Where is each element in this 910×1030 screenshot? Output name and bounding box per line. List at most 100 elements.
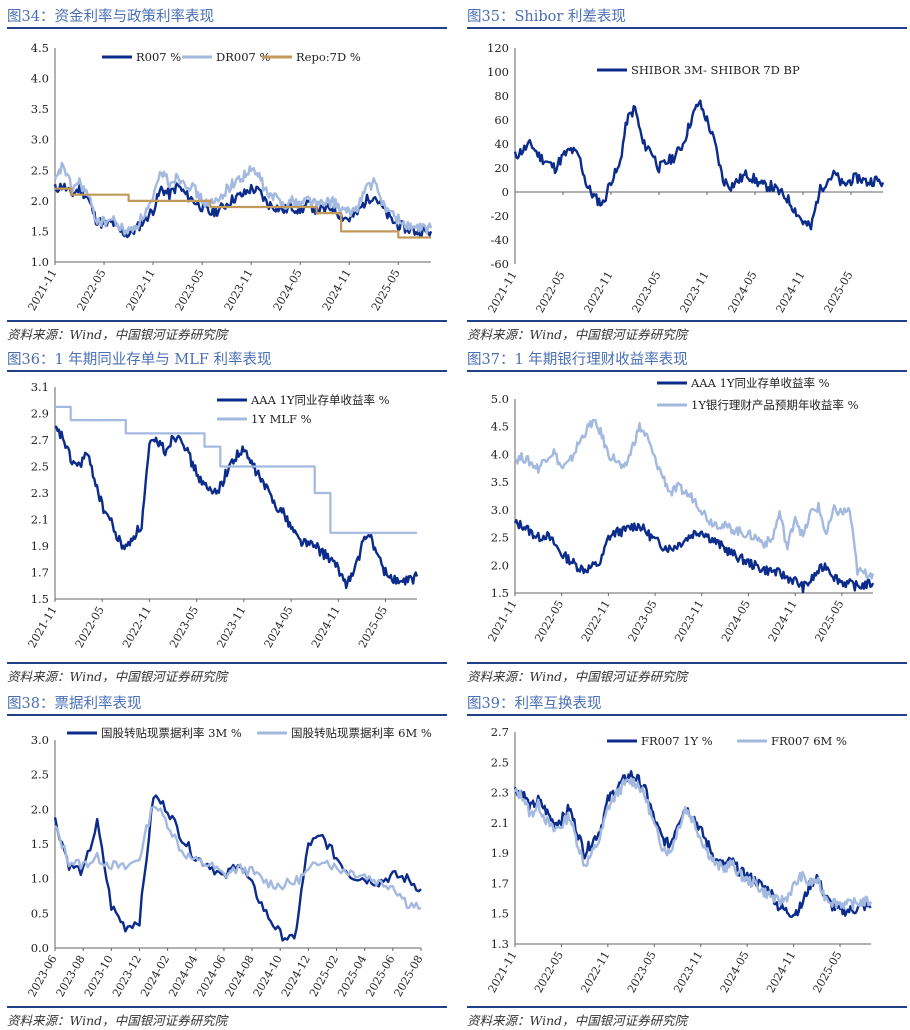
x-tick-label: 2023-11 [671, 949, 705, 995]
x-tick-label: 2024-05 [725, 269, 759, 315]
x-tick-label: 2025-05 [821, 269, 855, 315]
x-tick-label: 2022-05 [75, 267, 109, 313]
bottom-rule [467, 1006, 907, 1008]
panel-title: 图34：资金利率与政策利率表现 [7, 9, 214, 25]
legend-label: 国股转贴现票据利率 6M % [291, 726, 432, 740]
panel-title: 图38：票据利率表现 [7, 696, 142, 712]
y-tick-label: 2.5 [491, 531, 509, 545]
series-line [513, 519, 875, 594]
series-line [513, 770, 872, 918]
series-line [53, 182, 433, 239]
panel-shibor-spread: 图35：Shibor 利差表现 -60 -40 -20 0 20 40 60 80 100 120… [467, 0, 907, 343]
x-tick-label: 2025-05 [369, 267, 403, 313]
legend-label: 1Y MLF % [251, 412, 312, 426]
bottom-rule [467, 320, 907, 322]
y-tick-label: 40 [494, 137, 509, 151]
x-tick-label: 2022-11 [120, 604, 154, 650]
chart-funding-rates: 1.0 1.5 2.0 2.5 3.0 3.5 4.0 4.5 2021-11 2022-05 20… [25, 41, 433, 313]
x-tick-label: 2024-11 [773, 269, 807, 315]
series-line [55, 405, 417, 534]
title-rule [7, 714, 447, 716]
x-tick-label: 2021-11 [485, 949, 519, 995]
y-tick-label: 2.7 [491, 725, 509, 739]
y-tick-label: 3.1 [31, 380, 49, 394]
panel-title: 图39：利率互换表现 [467, 696, 602, 712]
y-tick-label: 5.0 [491, 392, 509, 406]
chart-bill-rates: 0.00.51.01.52.02.53.02023-062023-082023-… [25, 726, 432, 999]
bottom-rule [7, 662, 447, 664]
legend-label: AAA 1Y同业存单收益率 % [250, 393, 390, 407]
y-tick-label: 1.7 [31, 566, 49, 580]
y-tick-label: -60 [490, 257, 509, 271]
y-tick-label: 1.5 [491, 586, 509, 600]
y-tick-label: 80 [494, 89, 509, 103]
y-tick-label: 2.3 [491, 786, 509, 800]
y-tick-label: 3.0 [31, 133, 49, 147]
y-tick-label: 20 [494, 161, 509, 175]
y-tick-label: 1.5 [491, 907, 509, 921]
bottom-rule [467, 662, 907, 664]
y-tick-label: 4.5 [31, 41, 49, 55]
x-tick-label: 2023-05 [167, 604, 201, 650]
y-tick-label: 2.5 [31, 460, 49, 474]
x-tick-label: 2024-05 [262, 604, 296, 650]
source-note: 资料来源：Wind，中国银河证券研究院 [7, 669, 228, 684]
y-tick-label: 1.0 [31, 255, 49, 269]
panel-title: 图36：1 年期同业存单与 MLF 利率表现 [7, 352, 272, 368]
legend-label: FR007 1Y % [641, 734, 713, 748]
x-tick-label: 2024-05 [719, 598, 753, 644]
x-tick-label: 2025-05 [811, 949, 845, 995]
y-tick-label: 2.9 [31, 407, 49, 421]
y-tick-label: 2.7 [31, 433, 49, 447]
panel-irs: 图39：利率互换表现 1.3 1.5 1.7 1.9 2.1 2.3 2.5 2.7 2021-… [467, 687, 907, 1030]
y-tick-label: 2.1 [31, 513, 49, 527]
y-tick-label: 2.0 [31, 194, 49, 208]
series-line [514, 418, 875, 580]
x-tick-label: 2023-11 [672, 598, 706, 644]
chart-shibor-spread: -60 -40 -20 0 20 40 60 80 100 120 2021-11 2022-05 20… [485, 41, 885, 315]
y-tick-label: 2.0 [31, 802, 49, 816]
y-tick-label: 0 [502, 185, 509, 199]
legend-label: 1Y银行理财产品预期年收益率 % [691, 398, 859, 412]
y-tick-label: 3.0 [31, 733, 49, 747]
chart-irs: 1.3 1.5 1.7 1.9 2.1 2.3 2.5 2.7 2021-11 2022-05 20… [485, 725, 873, 995]
x-tick-label: 2021-11 [25, 604, 59, 650]
source-note: 资料来源：Wind，中国银河证券研究院 [467, 1013, 688, 1028]
x-tick-label: 2022-11 [579, 598, 613, 644]
x-tick-label: 2021-11 [485, 598, 519, 644]
legend-label: 国股转贴现票据利率 3M % [101, 726, 242, 740]
title-rule [467, 370, 907, 372]
y-tick-label: 120 [487, 41, 509, 55]
x-tick-label: 2021-11 [25, 267, 59, 313]
y-tick-label: 4.0 [31, 72, 49, 86]
x-tick-label: 2024-11 [309, 604, 343, 650]
y-tick-label: 1.9 [491, 846, 509, 860]
x-tick-label: 2023-11 [214, 604, 248, 650]
legend-label: SHIBOR 3M- SHIBOR 7D BP [631, 63, 800, 77]
y-tick-label: -20 [490, 209, 509, 223]
x-tick-label: 2023-05 [625, 949, 659, 995]
y-tick-label: -40 [490, 233, 509, 247]
x-tick-label: 2023-05 [173, 267, 207, 313]
y-tick-label: 4.0 [491, 447, 509, 461]
series-line [513, 776, 873, 911]
y-tick-label: 4.5 [491, 420, 509, 434]
y-tick-label: 100 [487, 65, 509, 79]
legend-label: R007 % [136, 50, 181, 64]
series-line [54, 425, 419, 590]
y-tick-label: 3.5 [491, 475, 509, 489]
y-tick-label: 60 [494, 113, 509, 127]
title-rule [7, 27, 447, 29]
series-line [55, 187, 431, 239]
y-tick-label: 0.0 [31, 941, 49, 955]
chart-ncd-mlf: 1.5 1.7 1.9 2.1 2.3 2.5 2.7 2.9 3.1 2021-11 2022-0… [25, 380, 419, 650]
y-tick-label: 1.5 [31, 592, 49, 606]
y-tick-label: 2.5 [31, 163, 49, 177]
legend-label: FR007 6M % [771, 734, 847, 748]
y-tick-label: 1.3 [491, 937, 509, 951]
x-tick-label: 2022-11 [124, 267, 158, 313]
y-tick-label: 0.5 [31, 906, 49, 920]
bottom-rule [7, 320, 447, 322]
series-line [54, 805, 422, 910]
y-tick-label: 1.5 [31, 837, 49, 851]
